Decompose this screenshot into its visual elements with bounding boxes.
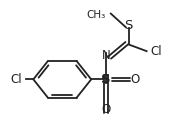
Text: CH₃: CH₃	[86, 10, 105, 20]
Text: O: O	[130, 73, 140, 86]
Text: Cl: Cl	[151, 45, 162, 58]
Text: S: S	[101, 73, 111, 86]
Text: N: N	[102, 49, 111, 62]
Text: Cl: Cl	[11, 73, 22, 86]
Text: S: S	[124, 19, 133, 32]
Text: O: O	[102, 103, 111, 116]
